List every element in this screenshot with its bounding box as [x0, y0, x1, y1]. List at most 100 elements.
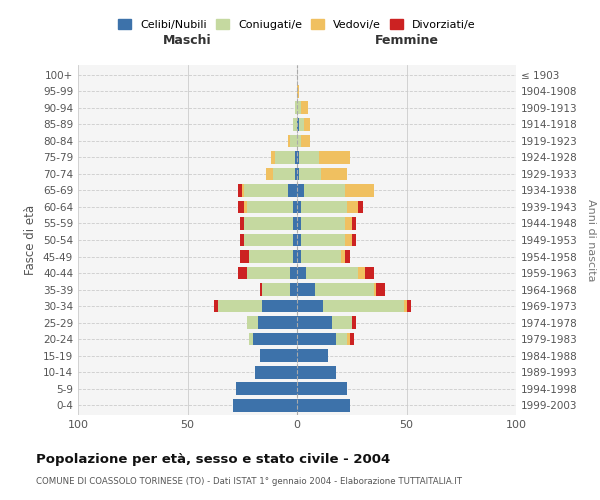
- Bar: [297, 118, 299, 131]
- Bar: [240, 250, 249, 263]
- Bar: [345, 184, 374, 197]
- Bar: [365, 266, 374, 280]
- Bar: [301, 234, 345, 246]
- Bar: [301, 134, 310, 147]
- Bar: [247, 266, 290, 280]
- Bar: [314, 283, 374, 296]
- Bar: [345, 217, 352, 230]
- Bar: [293, 118, 297, 131]
- Bar: [288, 184, 297, 197]
- Bar: [297, 200, 301, 213]
- Bar: [341, 250, 345, 263]
- Bar: [347, 200, 358, 213]
- Bar: [273, 168, 295, 180]
- Bar: [249, 250, 293, 263]
- Bar: [376, 283, 385, 296]
- Bar: [297, 85, 299, 98]
- Bar: [297, 382, 347, 395]
- Bar: [293, 234, 297, 246]
- Bar: [218, 300, 262, 312]
- Bar: [295, 102, 297, 114]
- Bar: [295, 151, 297, 164]
- Bar: [297, 102, 301, 114]
- Bar: [253, 332, 297, 345]
- Bar: [297, 332, 337, 345]
- Bar: [293, 217, 297, 230]
- Bar: [238, 200, 244, 213]
- Bar: [323, 300, 404, 312]
- Bar: [358, 200, 362, 213]
- Bar: [352, 217, 356, 230]
- Bar: [347, 332, 350, 345]
- Bar: [247, 316, 257, 329]
- Bar: [249, 332, 253, 345]
- Bar: [242, 184, 244, 197]
- Bar: [306, 266, 358, 280]
- Bar: [299, 168, 321, 180]
- Bar: [271, 151, 275, 164]
- Bar: [240, 217, 244, 230]
- Bar: [299, 151, 319, 164]
- Bar: [244, 234, 293, 246]
- Bar: [290, 266, 297, 280]
- Bar: [295, 168, 297, 180]
- Bar: [247, 200, 293, 213]
- Bar: [301, 200, 347, 213]
- Y-axis label: Fasce di età: Fasce di età: [25, 205, 37, 275]
- Bar: [244, 200, 247, 213]
- Text: Popolazione per età, sesso e stato civile - 2004: Popolazione per età, sesso e stato civil…: [36, 452, 390, 466]
- Bar: [304, 184, 345, 197]
- Bar: [297, 151, 299, 164]
- Bar: [262, 283, 290, 296]
- Bar: [345, 250, 350, 263]
- Bar: [297, 234, 301, 246]
- Bar: [293, 200, 297, 213]
- Bar: [358, 266, 365, 280]
- Bar: [332, 316, 352, 329]
- Bar: [297, 349, 328, 362]
- Bar: [238, 266, 247, 280]
- Bar: [240, 234, 244, 246]
- Text: Femmine: Femmine: [374, 34, 439, 47]
- Bar: [297, 300, 323, 312]
- Bar: [374, 283, 376, 296]
- Text: COMUNE DI COASSOLO TORINESE (TO) - Dati ISTAT 1° gennaio 2004 - Elaborazione TUT: COMUNE DI COASSOLO TORINESE (TO) - Dati …: [36, 478, 462, 486]
- Bar: [257, 316, 297, 329]
- Bar: [404, 300, 407, 312]
- Bar: [244, 217, 293, 230]
- Bar: [345, 234, 352, 246]
- Legend: Celibi/Nubili, Coniugati/e, Vedovi/e, Divorziati/e: Celibi/Nubili, Coniugati/e, Vedovi/e, Di…: [114, 14, 480, 34]
- Bar: [214, 300, 218, 312]
- Bar: [297, 266, 306, 280]
- Bar: [233, 398, 297, 411]
- Bar: [260, 349, 297, 362]
- Bar: [350, 332, 354, 345]
- Bar: [352, 234, 356, 246]
- Bar: [290, 283, 297, 296]
- Bar: [301, 250, 341, 263]
- Bar: [256, 366, 297, 378]
- Bar: [299, 118, 304, 131]
- Bar: [319, 151, 350, 164]
- Bar: [275, 151, 295, 164]
- Bar: [297, 366, 337, 378]
- Bar: [293, 250, 297, 263]
- Bar: [297, 134, 301, 147]
- Bar: [290, 134, 297, 147]
- Bar: [297, 250, 301, 263]
- Bar: [297, 283, 314, 296]
- Y-axis label: Anni di nascita: Anni di nascita: [586, 198, 596, 281]
- Bar: [297, 398, 350, 411]
- Bar: [304, 118, 310, 131]
- Text: Maschi: Maschi: [163, 34, 212, 47]
- Bar: [301, 102, 308, 114]
- Bar: [244, 184, 288, 197]
- Bar: [260, 283, 262, 296]
- Bar: [297, 184, 304, 197]
- Bar: [266, 168, 273, 180]
- Bar: [297, 316, 332, 329]
- Bar: [337, 332, 347, 345]
- Bar: [352, 316, 356, 329]
- Bar: [262, 300, 297, 312]
- Bar: [238, 184, 242, 197]
